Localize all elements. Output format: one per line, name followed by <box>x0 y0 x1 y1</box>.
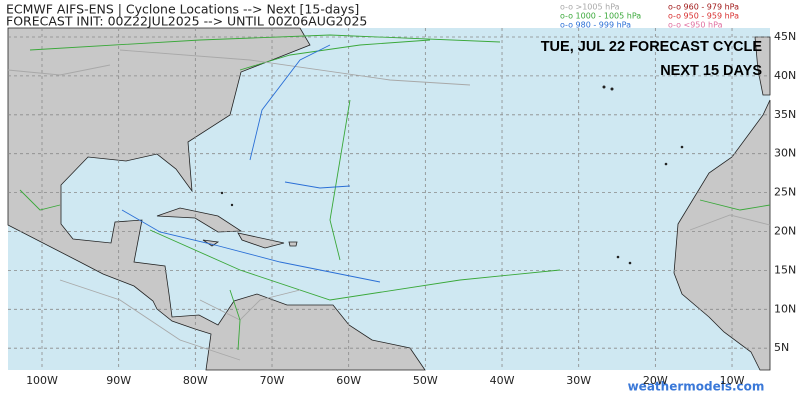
lon-label: 60W <box>336 374 361 387</box>
lon-label: 70W <box>260 374 285 387</box>
legend-entry: o-o 960 - 979 hPa <box>668 3 739 12</box>
watermark: weathermodels.com <box>628 380 765 394</box>
legend-entry: o-o 950 - 959 hPa <box>668 12 739 21</box>
lon-label: 90W <box>106 374 131 387</box>
lat-label: 10N <box>774 302 796 315</box>
header-subtitle: FORECAST INIT: 00Z22JUL2025 --> UNTIL 00… <box>6 14 367 29</box>
overlay-line: NEXT 15 DAYS <box>660 63 762 79</box>
legend-entry: o-o <950 hPa <box>668 21 723 30</box>
header-title: ECMWF AIFS-ENS | Cyclone Locations --> N… <box>6 2 359 17</box>
lon-label: 10W <box>720 374 745 387</box>
lat-label: 5N <box>774 341 789 354</box>
lon-label: 20W <box>643 374 668 387</box>
lon-label: 40W <box>490 374 515 387</box>
lon-label: 30W <box>566 374 591 387</box>
cyclone-tracks <box>7 34 771 361</box>
lat-label: 35N <box>774 108 796 121</box>
lon-label: 50W <box>413 374 438 387</box>
legend-entry: o-o 980 - 999 hPa <box>560 21 631 30</box>
lat-label: 40N <box>774 69 796 82</box>
lat-label: 25N <box>774 186 796 199</box>
lon-label: 100W <box>26 374 58 387</box>
legend-entry: o-o >1005 hPa <box>560 3 620 12</box>
lat-label: 15N <box>774 263 796 276</box>
lat-label: 45N <box>774 30 796 43</box>
lat-label: 20N <box>774 225 796 238</box>
legend-entry: o-o 1000 - 1005 hPa <box>560 12 641 21</box>
graticule <box>8 28 770 370</box>
lat-label: 30N <box>774 147 796 160</box>
overlay-line: TUE, JUL 22 FORECAST CYCLE <box>541 39 763 55</box>
land <box>7 27 771 371</box>
lon-label: 80W <box>183 374 208 387</box>
